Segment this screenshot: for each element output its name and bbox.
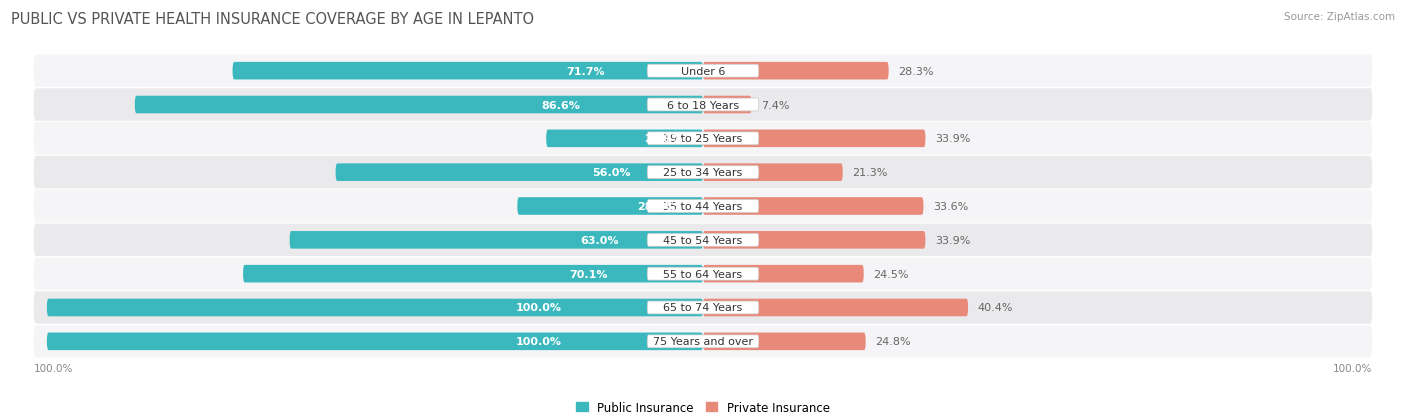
FancyBboxPatch shape xyxy=(647,99,759,112)
FancyBboxPatch shape xyxy=(703,63,889,80)
FancyBboxPatch shape xyxy=(647,133,759,145)
Text: 24.8%: 24.8% xyxy=(876,337,911,347)
Text: 100.0%: 100.0% xyxy=(516,303,562,313)
Text: 19 to 25 Years: 19 to 25 Years xyxy=(664,134,742,144)
Text: 55 to 64 Years: 55 to 64 Years xyxy=(664,269,742,279)
Text: Source: ZipAtlas.com: Source: ZipAtlas.com xyxy=(1284,12,1395,22)
Text: 100.0%: 100.0% xyxy=(34,363,73,373)
FancyBboxPatch shape xyxy=(647,200,759,213)
Text: 86.6%: 86.6% xyxy=(541,100,581,110)
FancyBboxPatch shape xyxy=(336,164,703,182)
FancyBboxPatch shape xyxy=(703,164,842,182)
FancyBboxPatch shape xyxy=(232,63,703,80)
FancyBboxPatch shape xyxy=(703,333,866,350)
FancyBboxPatch shape xyxy=(647,301,759,314)
Text: 23.9%: 23.9% xyxy=(644,134,683,144)
FancyBboxPatch shape xyxy=(517,198,703,215)
Text: 33.9%: 33.9% xyxy=(935,134,970,144)
FancyBboxPatch shape xyxy=(703,97,752,114)
Text: 75 Years and over: 75 Years and over xyxy=(652,337,754,347)
FancyBboxPatch shape xyxy=(46,333,703,350)
FancyBboxPatch shape xyxy=(243,265,703,283)
FancyBboxPatch shape xyxy=(34,224,1372,256)
Legend: Public Insurance, Private Insurance: Public Insurance, Private Insurance xyxy=(576,401,830,413)
FancyBboxPatch shape xyxy=(647,335,759,348)
Text: 35 to 44 Years: 35 to 44 Years xyxy=(664,202,742,211)
Text: 28.3%: 28.3% xyxy=(637,202,676,211)
Text: 25 to 34 Years: 25 to 34 Years xyxy=(664,168,742,178)
Text: 33.9%: 33.9% xyxy=(935,235,970,245)
FancyBboxPatch shape xyxy=(34,123,1372,155)
FancyBboxPatch shape xyxy=(703,231,925,249)
FancyBboxPatch shape xyxy=(34,258,1372,290)
Text: 21.3%: 21.3% xyxy=(852,168,889,178)
FancyBboxPatch shape xyxy=(34,55,1372,88)
FancyBboxPatch shape xyxy=(135,97,703,114)
Text: 28.3%: 28.3% xyxy=(898,66,934,76)
Text: Under 6: Under 6 xyxy=(681,66,725,76)
Text: 40.4%: 40.4% xyxy=(979,303,1014,313)
Text: 33.6%: 33.6% xyxy=(934,202,969,211)
FancyBboxPatch shape xyxy=(34,190,1372,223)
Text: 7.4%: 7.4% xyxy=(762,100,790,110)
FancyBboxPatch shape xyxy=(647,234,759,247)
Text: 71.7%: 71.7% xyxy=(567,66,605,76)
FancyBboxPatch shape xyxy=(703,198,924,215)
FancyBboxPatch shape xyxy=(647,268,759,280)
FancyBboxPatch shape xyxy=(46,299,703,316)
Text: 24.5%: 24.5% xyxy=(873,269,910,279)
FancyBboxPatch shape xyxy=(34,157,1372,189)
FancyBboxPatch shape xyxy=(647,166,759,179)
Text: 100.0%: 100.0% xyxy=(516,337,562,347)
FancyBboxPatch shape xyxy=(34,292,1372,324)
Text: 56.0%: 56.0% xyxy=(592,168,630,178)
FancyBboxPatch shape xyxy=(546,130,703,148)
FancyBboxPatch shape xyxy=(34,325,1372,358)
Text: 70.1%: 70.1% xyxy=(569,269,607,279)
FancyBboxPatch shape xyxy=(703,130,925,148)
Text: 45 to 54 Years: 45 to 54 Years xyxy=(664,235,742,245)
FancyBboxPatch shape xyxy=(290,231,703,249)
FancyBboxPatch shape xyxy=(703,265,863,283)
FancyBboxPatch shape xyxy=(647,65,759,78)
Text: PUBLIC VS PRIVATE HEALTH INSURANCE COVERAGE BY AGE IN LEPANTO: PUBLIC VS PRIVATE HEALTH INSURANCE COVER… xyxy=(11,12,534,27)
Text: 6 to 18 Years: 6 to 18 Years xyxy=(666,100,740,110)
Text: 65 to 74 Years: 65 to 74 Years xyxy=(664,303,742,313)
Text: 100.0%: 100.0% xyxy=(1333,363,1372,373)
Text: 63.0%: 63.0% xyxy=(581,235,619,245)
FancyBboxPatch shape xyxy=(34,89,1372,121)
FancyBboxPatch shape xyxy=(703,299,969,316)
